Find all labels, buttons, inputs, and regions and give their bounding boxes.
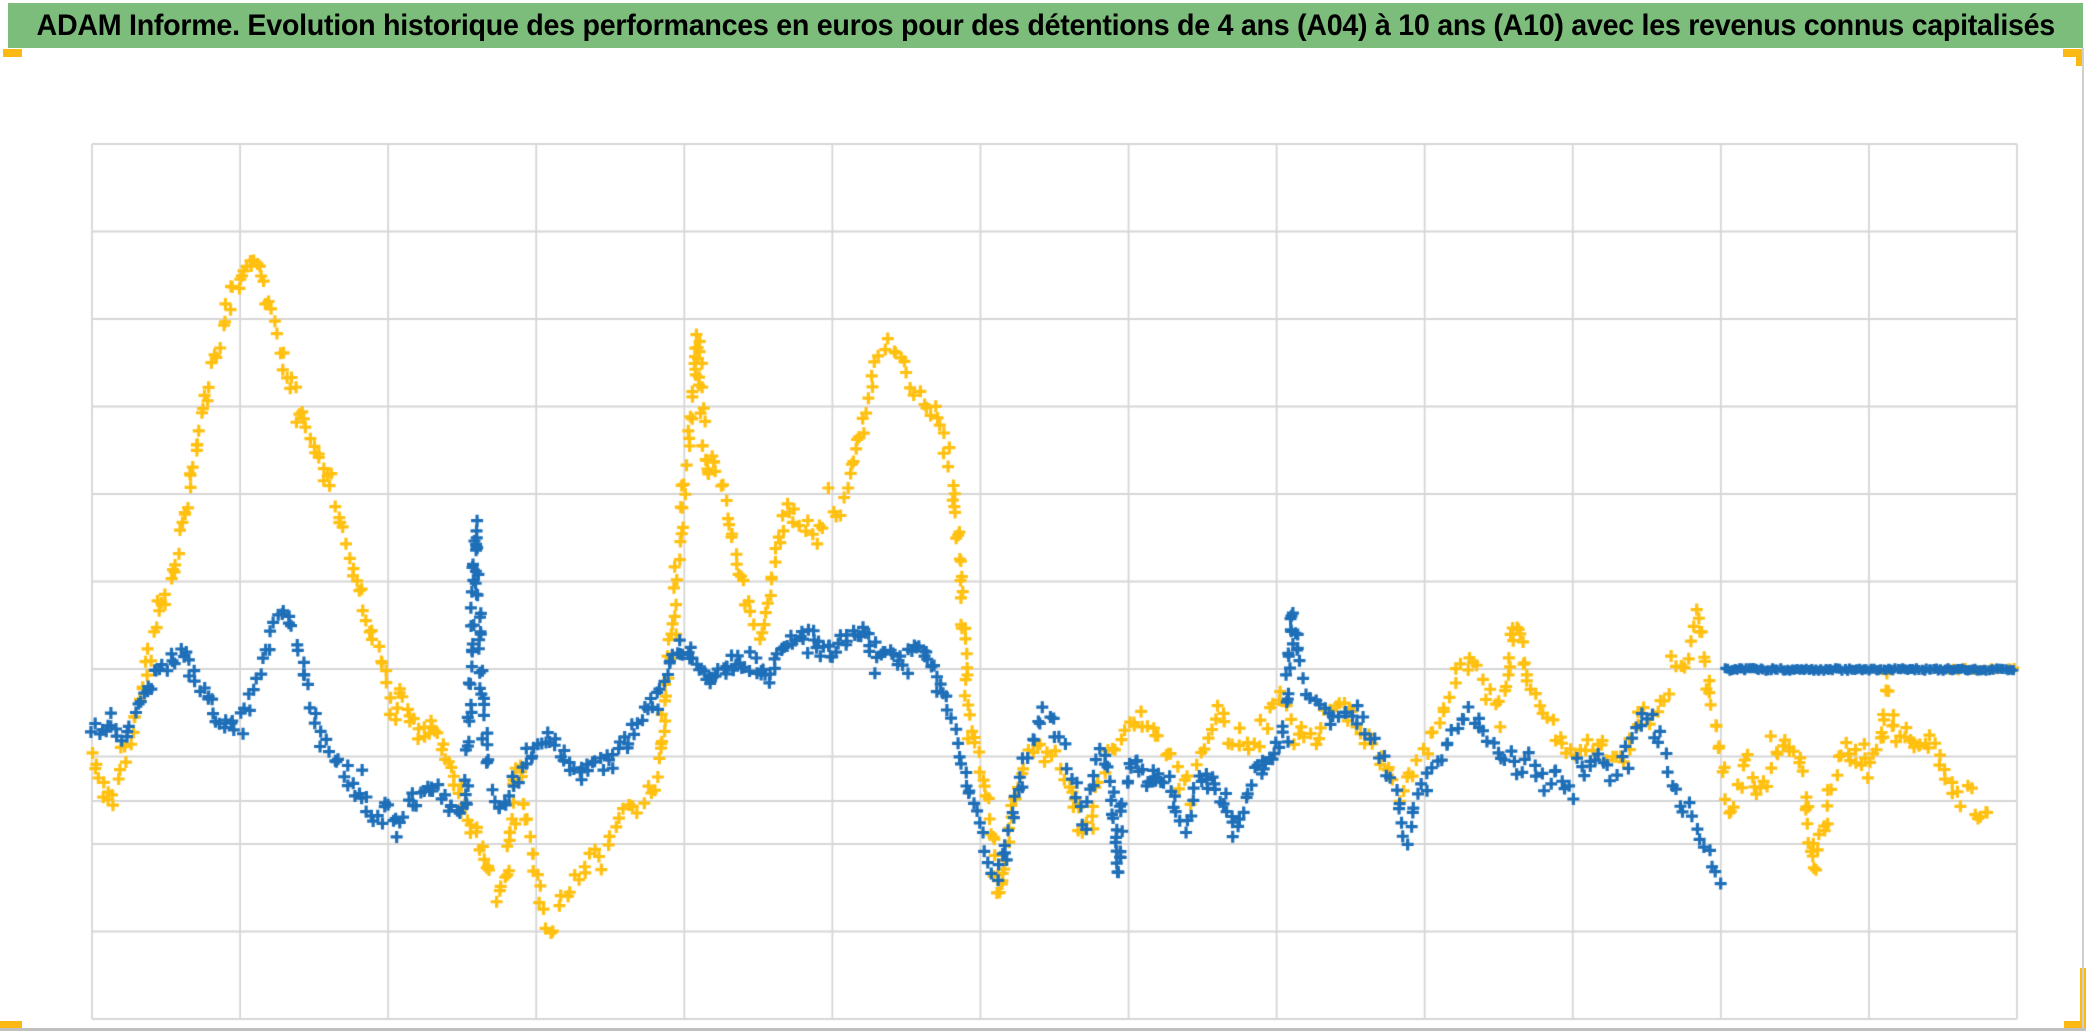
corner-mark-bottom-left (0, 1021, 22, 1029)
chart-area (0, 48, 2086, 1031)
window-right-edge (2082, 48, 2084, 1031)
title-bar: ADAM Informe. Evolution historique des p… (8, 3, 2083, 48)
page-title: ADAM Informe. Evolution historique des p… (36, 8, 2055, 42)
corner-mark-bottom-right-h (2064, 1021, 2086, 1029)
corner-mark-top-right-h (2063, 49, 2084, 57)
corner-mark-top-right-v (2076, 49, 2084, 66)
window-bottom-edge (0, 1028, 2086, 1031)
corner-mark-top-left (3, 49, 22, 57)
scatter-plot-canvas (0, 48, 2086, 1031)
